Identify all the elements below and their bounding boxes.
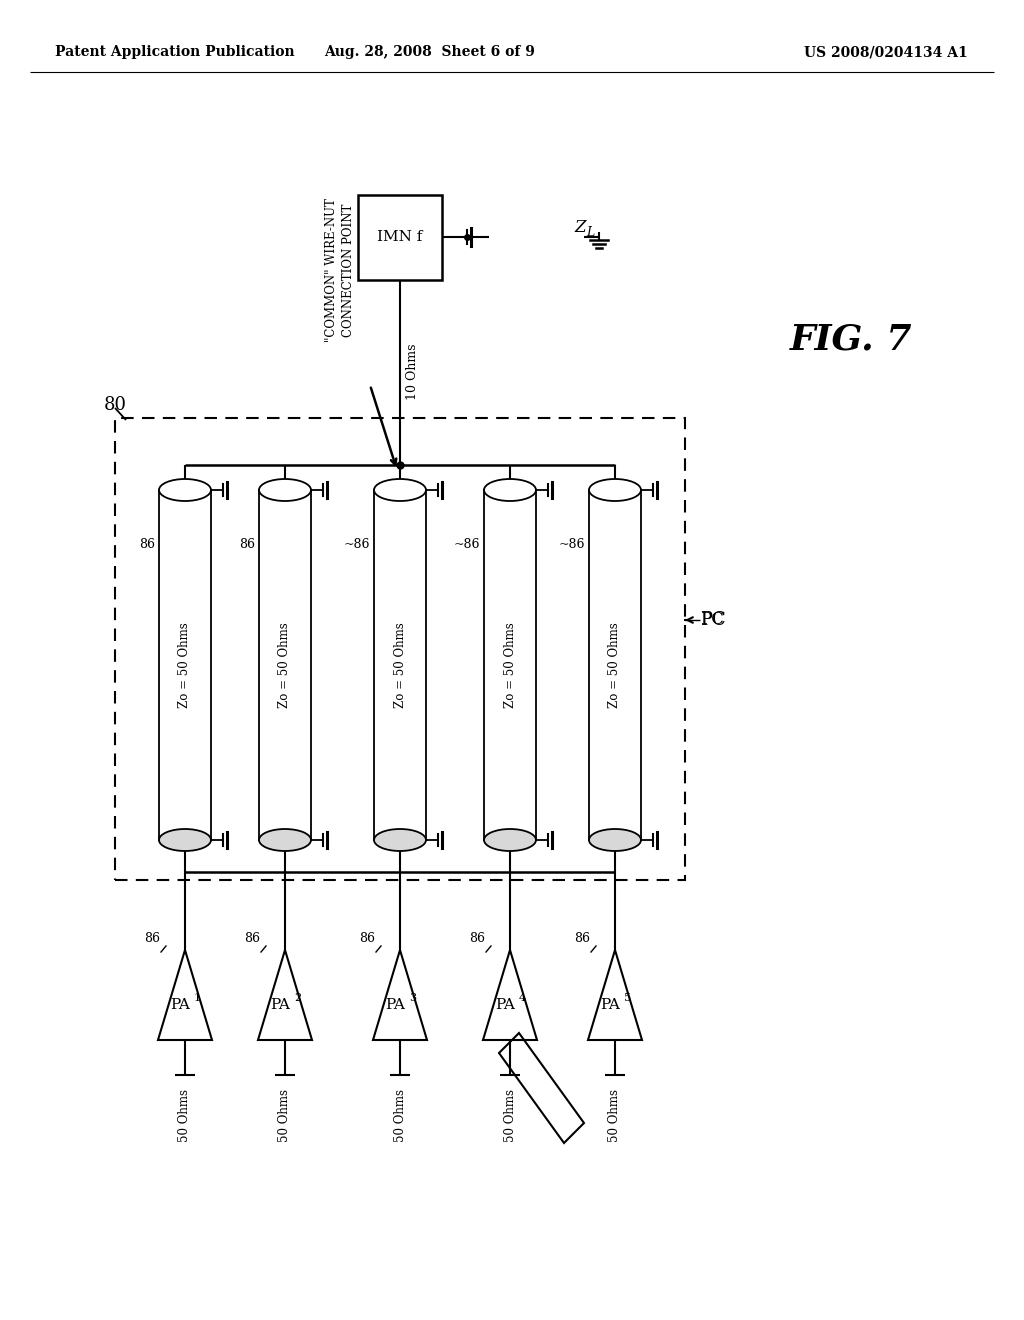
Text: 50 Ohms: 50 Ohms	[178, 1089, 191, 1142]
Bar	[115, 418, 685, 880]
Text: 50 Ohms: 50 Ohms	[279, 1089, 292, 1142]
Bar	[484, 490, 536, 840]
Text: FIG. 7: FIG. 7	[790, 323, 912, 356]
Text: L: L	[586, 226, 594, 239]
Text: "COMMON" WIRE-NUT
CONNECTION POINT: "COMMON" WIRE-NUT CONNECTION POINT	[325, 198, 355, 342]
Ellipse shape	[589, 829, 641, 851]
Text: Zo = 50 Ohms: Zo = 50 Ohms	[608, 622, 622, 708]
Ellipse shape	[374, 829, 426, 851]
Text: IMN f: IMN f	[377, 230, 423, 244]
Text: Zo = 50 Ohms: Zo = 50 Ohms	[504, 622, 516, 708]
Text: 86: 86	[239, 539, 255, 552]
Text: 3: 3	[409, 993, 416, 1003]
Ellipse shape	[589, 479, 641, 502]
Bar	[358, 195, 442, 280]
Text: Zo = 50 Ohms: Zo = 50 Ohms	[178, 622, 191, 708]
Text: 86: 86	[139, 539, 155, 552]
Ellipse shape	[159, 479, 211, 502]
Text: 86: 86	[144, 932, 160, 945]
Ellipse shape	[374, 479, 426, 502]
Text: 1: 1	[194, 993, 201, 1003]
Text: ~86: ~86	[343, 539, 370, 552]
Ellipse shape	[484, 479, 536, 502]
Text: 50 Ohms: 50 Ohms	[504, 1089, 516, 1142]
Text: ~86: ~86	[454, 539, 480, 552]
Bar	[374, 490, 426, 840]
Text: PC: PC	[700, 611, 724, 628]
Bar	[589, 490, 641, 840]
Ellipse shape	[484, 829, 536, 851]
Text: PA: PA	[270, 998, 290, 1012]
Bar	[259, 490, 311, 840]
Text: 86: 86	[244, 932, 260, 945]
Text: 86: 86	[359, 932, 375, 945]
Ellipse shape	[159, 829, 211, 851]
Text: ~86: ~86	[558, 539, 585, 552]
Text: Zo = 50 Ohms: Zo = 50 Ohms	[393, 622, 407, 708]
Text: 5: 5	[624, 993, 631, 1003]
Bar	[159, 490, 211, 840]
Text: PC: PC	[700, 611, 726, 630]
Text: 86: 86	[469, 932, 485, 945]
Text: 86: 86	[574, 932, 590, 945]
Text: PA: PA	[170, 998, 189, 1012]
Text: 10 Ohms: 10 Ohms	[406, 343, 419, 400]
Ellipse shape	[259, 479, 311, 502]
Text: PA: PA	[495, 998, 515, 1012]
Text: 80: 80	[104, 396, 127, 414]
Ellipse shape	[259, 829, 311, 851]
Text: 4: 4	[519, 993, 526, 1003]
Text: Zo = 50 Ohms: Zo = 50 Ohms	[279, 622, 292, 708]
Text: Patent Application Publication: Patent Application Publication	[55, 45, 295, 59]
Text: 50 Ohms: 50 Ohms	[608, 1089, 622, 1142]
Text: PA: PA	[385, 998, 404, 1012]
Text: PA: PA	[600, 998, 620, 1012]
Text: US 2008/0204134 A1: US 2008/0204134 A1	[804, 45, 968, 59]
Text: Aug. 28, 2008  Sheet 6 of 9: Aug. 28, 2008 Sheet 6 of 9	[325, 45, 536, 59]
Text: Z: Z	[574, 219, 586, 235]
Text: 2: 2	[294, 993, 301, 1003]
Text: 50 Ohms: 50 Ohms	[393, 1089, 407, 1142]
